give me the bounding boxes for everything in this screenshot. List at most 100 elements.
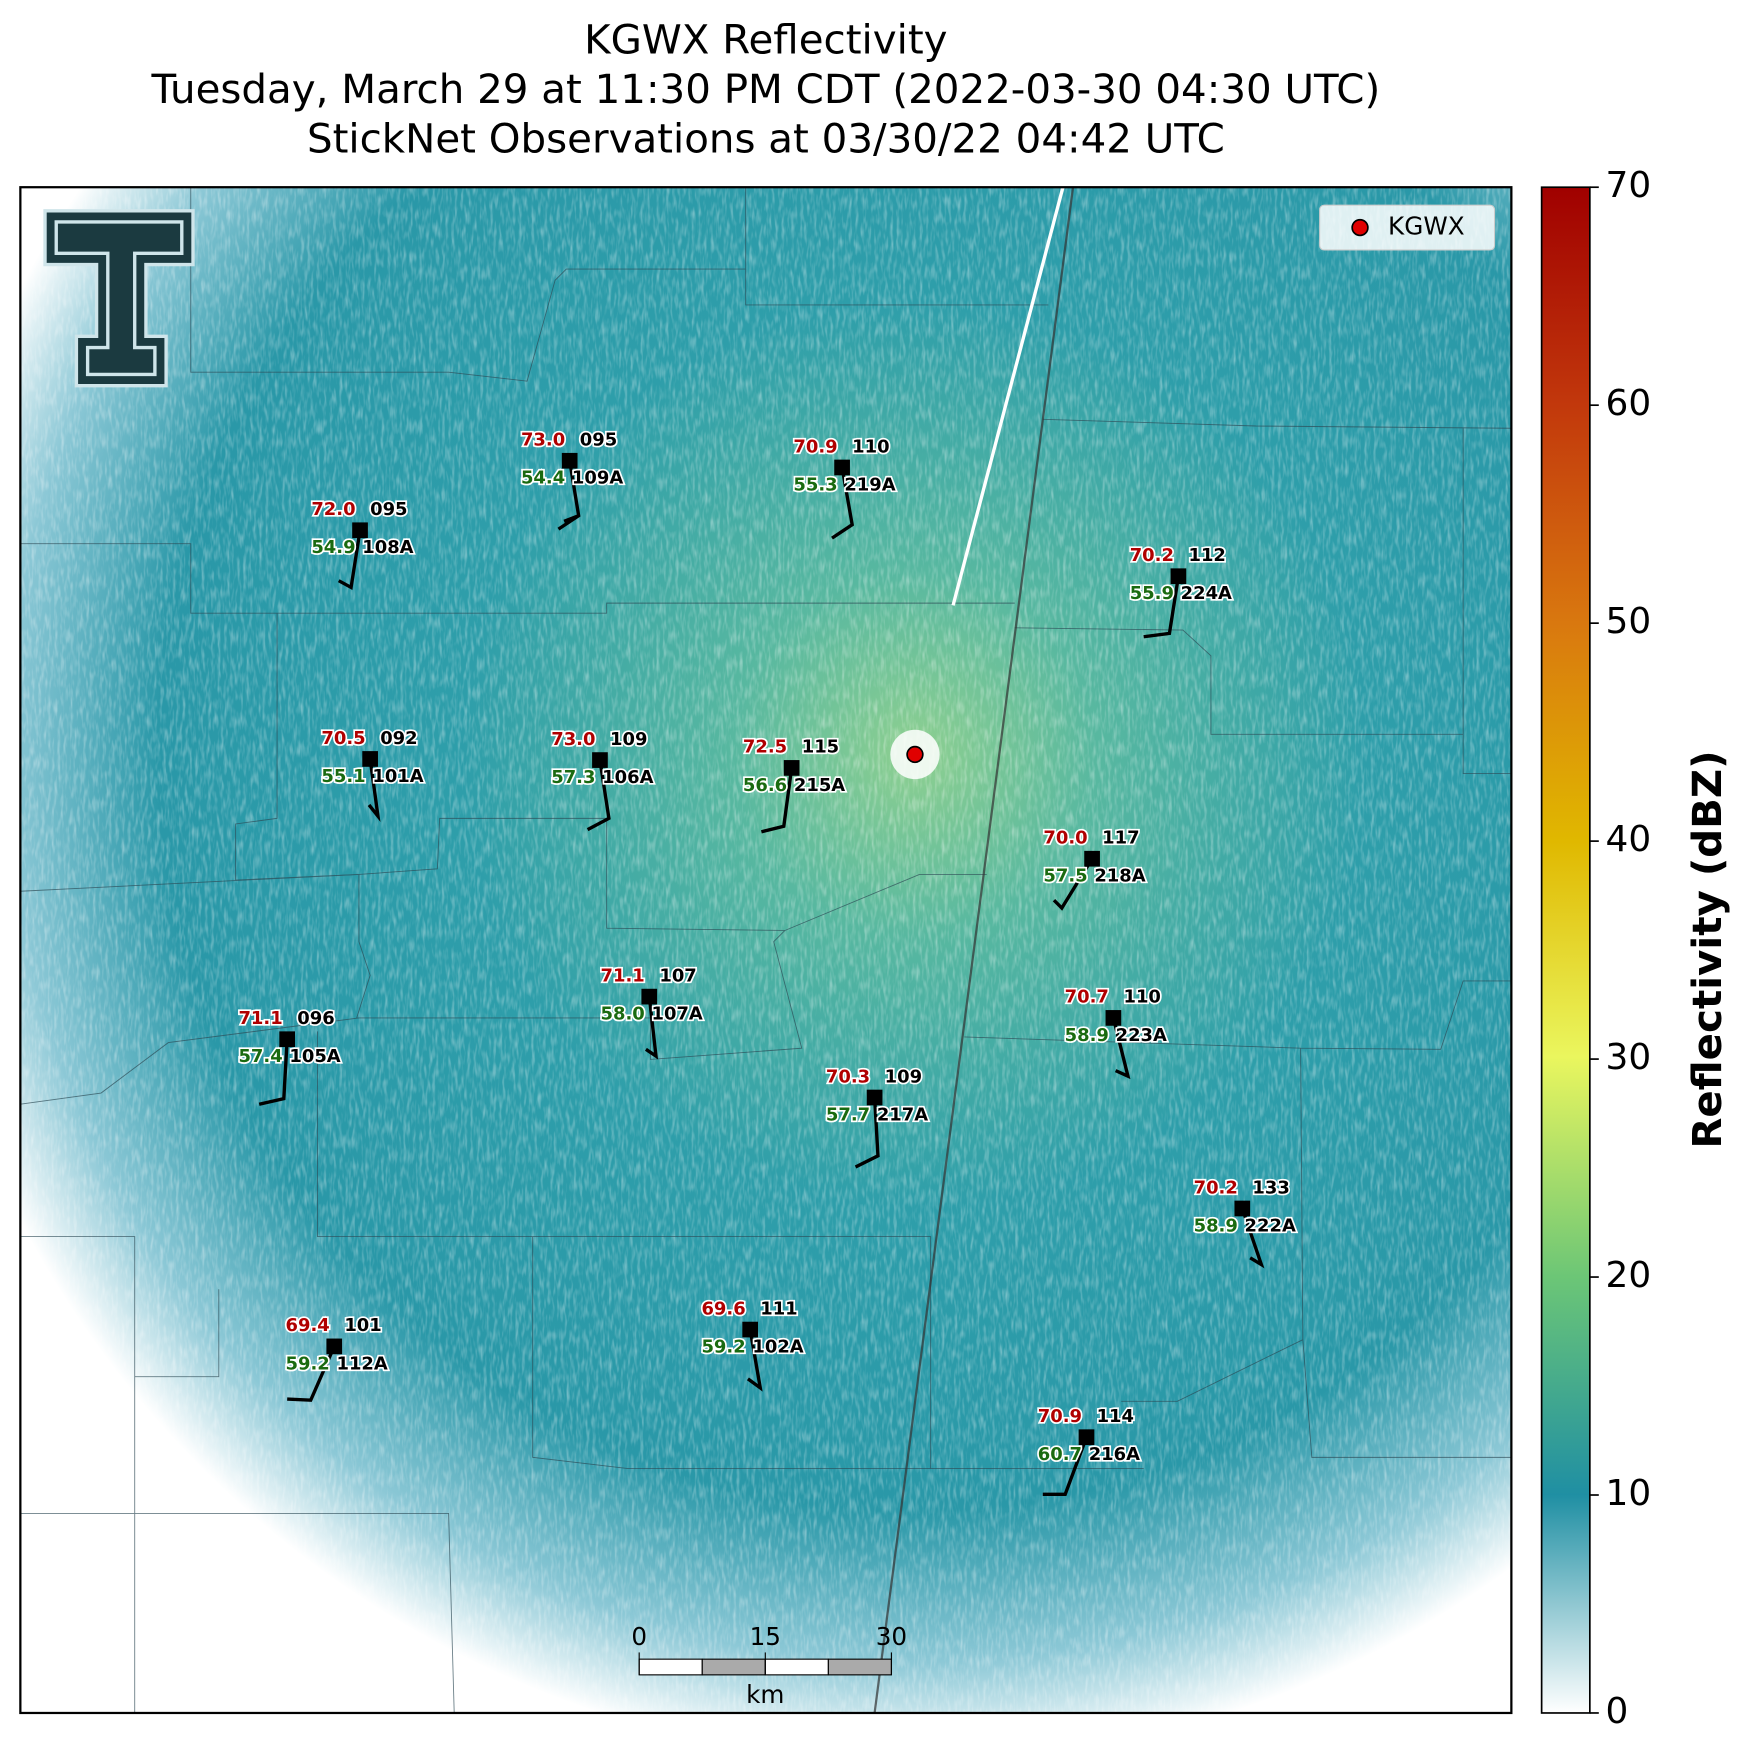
station-marker bbox=[742, 1321, 759, 1338]
station-id: 218A bbox=[1094, 866, 1145, 887]
temperature: 73.0 bbox=[521, 430, 565, 451]
wind-barb bbox=[760, 767, 794, 834]
scale-segment bbox=[764, 1658, 829, 1676]
pressure-code: 114 bbox=[1097, 1406, 1134, 1427]
title: KGWX Reflectivity bbox=[584, 17, 947, 64]
scale-unit: km bbox=[746, 1680, 784, 1709]
subtitle: StickNet Observations at 03/30/22 04:42 … bbox=[307, 115, 1225, 162]
scale-tick-label: 15 bbox=[750, 1622, 781, 1651]
pressure-code: 112 bbox=[1189, 545, 1226, 566]
station-marker bbox=[641, 988, 658, 1005]
pressure-code: 096 bbox=[297, 1008, 334, 1029]
temperature: 70.9 bbox=[1038, 1406, 1082, 1427]
dewpoint: 56.6 bbox=[743, 775, 787, 796]
station-marker bbox=[1105, 1010, 1122, 1026]
temperature: 69.4 bbox=[286, 1315, 330, 1336]
temperature: 70.5 bbox=[321, 728, 365, 749]
pressure-code: 092 bbox=[380, 728, 417, 749]
temperature: 71.1 bbox=[601, 965, 645, 986]
temperature: 72.0 bbox=[311, 499, 355, 520]
dewpoint: 59.2 bbox=[701, 1337, 745, 1358]
station-id: 216A bbox=[1089, 1444, 1140, 1465]
station-marker bbox=[834, 459, 850, 476]
dewpoint: 57.3 bbox=[551, 767, 595, 788]
reflectivity-texture bbox=[20, 187, 1512, 1713]
wind-barb bbox=[831, 467, 855, 540]
pressure-code: 110 bbox=[852, 436, 889, 457]
radial-line bbox=[873, 187, 1075, 1713]
station-marker bbox=[279, 1031, 296, 1048]
station-marker bbox=[1234, 1200, 1251, 1217]
station-id: 107A bbox=[652, 1004, 703, 1025]
station-id: 102A bbox=[752, 1337, 803, 1358]
pressure-code: 095 bbox=[370, 499, 407, 520]
station-marker bbox=[1078, 1429, 1095, 1446]
station-marker bbox=[352, 522, 368, 539]
wind-barb bbox=[586, 759, 611, 832]
pressure-code: 110 bbox=[1123, 987, 1160, 1008]
wind-barb bbox=[1143, 575, 1181, 639]
county-lines bbox=[20, 187, 1512, 1713]
pressure-code: 101 bbox=[344, 1315, 381, 1336]
wind-barb bbox=[1052, 857, 1094, 911]
station-id: 219A bbox=[844, 474, 895, 495]
station-marker bbox=[866, 1089, 883, 1106]
scale-segment bbox=[827, 1658, 892, 1676]
wind-barb bbox=[287, 1345, 336, 1402]
colorbar bbox=[1540, 186, 1591, 1714]
wind-barb bbox=[1042, 1436, 1089, 1497]
temperature: 71.1 bbox=[238, 1008, 282, 1029]
colorbar-tick-label: 0 bbox=[1606, 1691, 1629, 1732]
radar-site bbox=[906, 745, 924, 764]
temperature: 69.6 bbox=[701, 1298, 745, 1319]
dewpoint: 58.9 bbox=[1194, 1215, 1238, 1236]
pressure-code: 107 bbox=[659, 965, 696, 986]
colorbar-tick-label: 60 bbox=[1606, 383, 1652, 424]
station-marker bbox=[1170, 568, 1187, 585]
colorbar-tick-label: 40 bbox=[1606, 819, 1652, 860]
station-id: 217A bbox=[877, 1104, 928, 1125]
logo bbox=[43, 209, 195, 388]
scale-segment bbox=[701, 1658, 766, 1676]
pressure-code: 117 bbox=[1102, 828, 1139, 849]
wind-barb bbox=[337, 529, 362, 591]
dewpoint: 60.7 bbox=[1038, 1444, 1082, 1465]
colorbar-tick-label: 70 bbox=[1606, 165, 1652, 206]
wind-barb bbox=[746, 1329, 763, 1392]
temperature: 73.0 bbox=[551, 729, 595, 750]
temperature: 70.3 bbox=[826, 1066, 870, 1087]
scale-tick-label: 30 bbox=[876, 1622, 907, 1651]
station-id: 224A bbox=[1181, 583, 1232, 604]
station-marker bbox=[783, 760, 800, 776]
station-id: 105A bbox=[289, 1046, 340, 1067]
radial-gap bbox=[951, 187, 1065, 606]
pressure-code: 109 bbox=[885, 1066, 922, 1087]
stations: 72.0 095 54.9 108A 73.0 095 54.4 109A 70.9 110 55.… bbox=[237, 428, 1298, 1497]
colorbar-tick-label: 50 bbox=[1606, 601, 1652, 642]
radar-map bbox=[20, 187, 1512, 1713]
legend-label: KGWX bbox=[1388, 212, 1465, 241]
dewpoint: 55.1 bbox=[321, 766, 365, 787]
station-marker bbox=[362, 751, 378, 767]
colorbar-label: Reflectivity (dBZ) bbox=[1684, 750, 1731, 1148]
wind-barb bbox=[557, 460, 581, 531]
station-marker bbox=[561, 452, 578, 469]
station-marker bbox=[592, 752, 608, 768]
temperature: 70.0 bbox=[1043, 828, 1087, 849]
temperature: 70.7 bbox=[1065, 987, 1109, 1008]
station-marker bbox=[326, 1338, 343, 1355]
station-id: 106A bbox=[602, 767, 653, 788]
station-id: 101A bbox=[372, 766, 423, 787]
legend-box bbox=[1319, 204, 1496, 251]
pressure-code: 115 bbox=[802, 737, 839, 758]
dewpoint: 55.9 bbox=[1130, 583, 1174, 604]
station-id: 215A bbox=[794, 775, 845, 796]
station-id: 223A bbox=[1116, 1025, 1167, 1046]
dewpoint: 54.9 bbox=[311, 537, 355, 558]
temperature: 70.2 bbox=[1130, 545, 1174, 566]
dewpoint: 58.0 bbox=[601, 1004, 645, 1025]
colorbar-tick-label: 20 bbox=[1606, 1255, 1652, 1296]
wind-barb bbox=[644, 996, 659, 1060]
dewpoint: 57.7 bbox=[826, 1104, 870, 1125]
